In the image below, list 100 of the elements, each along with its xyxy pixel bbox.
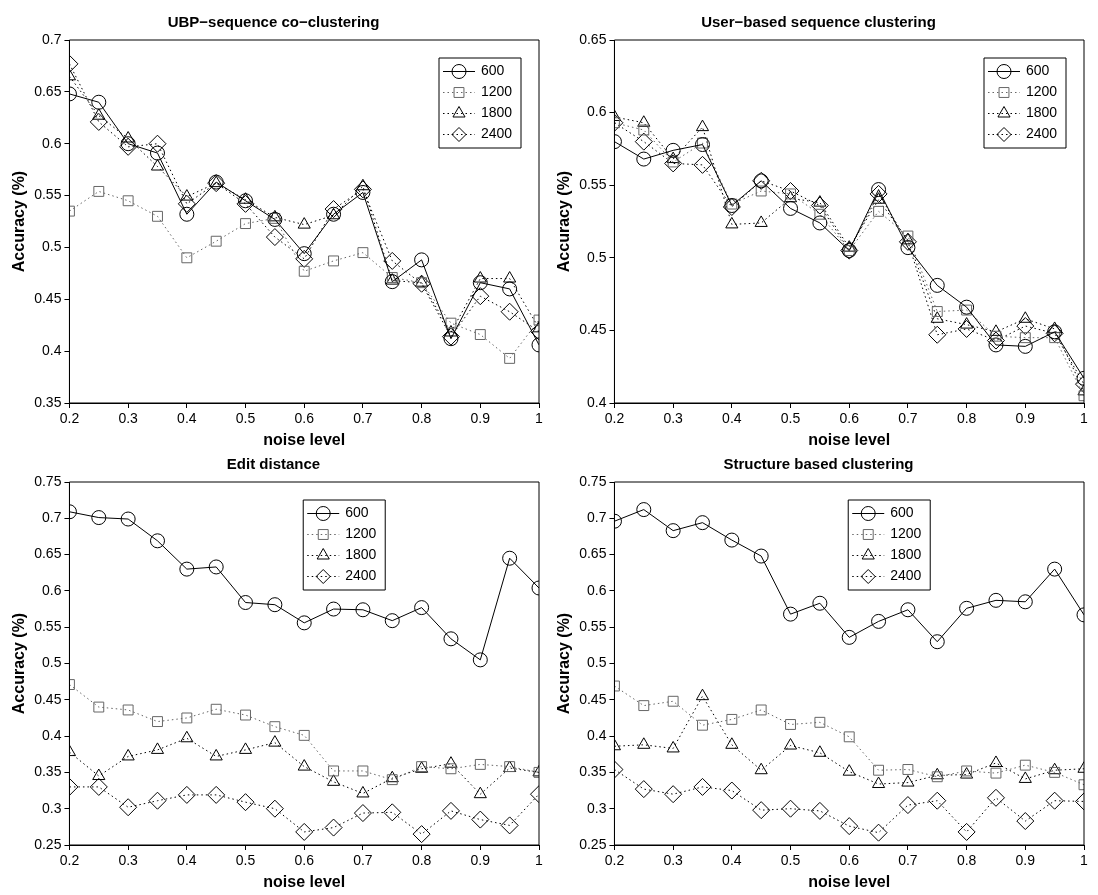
point xyxy=(414,252,430,268)
point xyxy=(209,748,223,761)
x-tick-label: 0.9 xyxy=(470,852,491,869)
point xyxy=(207,785,226,804)
point xyxy=(471,287,490,306)
x-tick-label: 0.9 xyxy=(1015,852,1036,869)
point xyxy=(1016,317,1035,336)
point xyxy=(269,721,281,733)
legend-label: 2400 xyxy=(345,567,377,584)
y-tick-label: 0.45 xyxy=(34,690,62,707)
x-tick-label: 0.6 xyxy=(839,852,860,869)
point xyxy=(636,502,652,518)
x-axis-title: noise level xyxy=(263,430,346,448)
point xyxy=(990,767,1002,779)
point xyxy=(697,137,708,149)
legend-label: 1200 xyxy=(1026,83,1058,100)
point xyxy=(236,194,255,213)
point xyxy=(386,774,398,786)
point xyxy=(725,737,739,749)
y-tick-label: 0.35 xyxy=(579,763,607,780)
point xyxy=(179,206,195,222)
point xyxy=(412,274,431,293)
y-axis-title: Accuracy (%) xyxy=(555,612,573,715)
y-tick-label: 0.55 xyxy=(34,186,62,203)
point xyxy=(89,112,108,131)
chart-title: UBP−sequence co−clustering xyxy=(167,13,380,31)
y-tick-label: 0.4 xyxy=(586,393,607,410)
point xyxy=(814,208,826,220)
point xyxy=(840,817,859,836)
x-tick-label: 0.3 xyxy=(663,852,684,869)
point xyxy=(441,327,460,346)
legend-label: 2400 xyxy=(890,567,922,584)
y-tick-label: 0.45 xyxy=(579,321,607,338)
point xyxy=(503,271,517,283)
legend-label: 1200 xyxy=(890,525,922,542)
y-axis-title: Accuracy (%) xyxy=(10,170,28,273)
y-tick-label: 0.55 xyxy=(34,618,62,635)
y-tick-label: 0.3 xyxy=(41,799,62,816)
point xyxy=(357,765,369,777)
x-tick-label: 0.4 xyxy=(722,410,742,427)
point xyxy=(268,735,282,747)
point xyxy=(295,822,314,841)
point xyxy=(810,196,829,215)
y-tick-label: 0.55 xyxy=(579,176,607,193)
point xyxy=(638,700,650,712)
point xyxy=(356,785,370,798)
x-axis-title: noise level xyxy=(808,430,891,448)
point xyxy=(928,791,947,810)
legend-label: 1200 xyxy=(345,525,377,542)
chart-title: Structure based clustering xyxy=(723,455,914,473)
x-tick-label: 0.3 xyxy=(118,410,139,427)
x-tick-label: 0.2 xyxy=(59,852,80,869)
point xyxy=(810,801,829,820)
point xyxy=(1019,332,1031,344)
point xyxy=(414,600,430,616)
x-tick-label: 0.5 xyxy=(235,410,256,427)
point xyxy=(1017,594,1033,610)
x-tick-label: 1 xyxy=(535,410,544,427)
point xyxy=(722,781,741,800)
point xyxy=(694,515,710,531)
point xyxy=(383,251,402,270)
point xyxy=(297,217,311,229)
legend-label: 1800 xyxy=(890,546,922,563)
chart-title: Edit distance xyxy=(226,455,321,473)
point xyxy=(959,299,975,315)
point xyxy=(298,729,310,741)
point xyxy=(695,688,710,701)
y-tick-label: 0.35 xyxy=(34,393,62,410)
point xyxy=(666,740,680,753)
point xyxy=(267,597,283,613)
point xyxy=(121,748,135,761)
point xyxy=(443,331,459,347)
point xyxy=(986,331,1005,350)
point xyxy=(725,216,739,229)
x-tick-label: 1 xyxy=(1080,410,1089,427)
y-tick-label: 0.5 xyxy=(586,654,607,671)
point xyxy=(871,182,887,198)
point xyxy=(781,799,800,818)
point xyxy=(901,775,915,787)
point xyxy=(783,738,798,750)
point xyxy=(636,151,652,167)
point xyxy=(812,595,828,611)
point xyxy=(812,215,828,231)
point xyxy=(694,137,710,153)
point xyxy=(637,115,651,127)
point xyxy=(754,762,768,775)
point xyxy=(238,193,254,209)
point xyxy=(873,205,885,217)
point xyxy=(122,195,134,207)
point xyxy=(783,200,799,216)
point xyxy=(353,180,372,199)
legend-label: 1800 xyxy=(481,104,513,121)
x-tick-label: 0.3 xyxy=(118,852,139,869)
legend-label: 1200 xyxy=(481,83,513,100)
point xyxy=(119,137,138,156)
point xyxy=(148,791,167,810)
x-tick-label: 1 xyxy=(1080,852,1089,869)
x-tick-label: 0.6 xyxy=(294,410,315,427)
point xyxy=(328,255,340,267)
point xyxy=(180,189,194,201)
